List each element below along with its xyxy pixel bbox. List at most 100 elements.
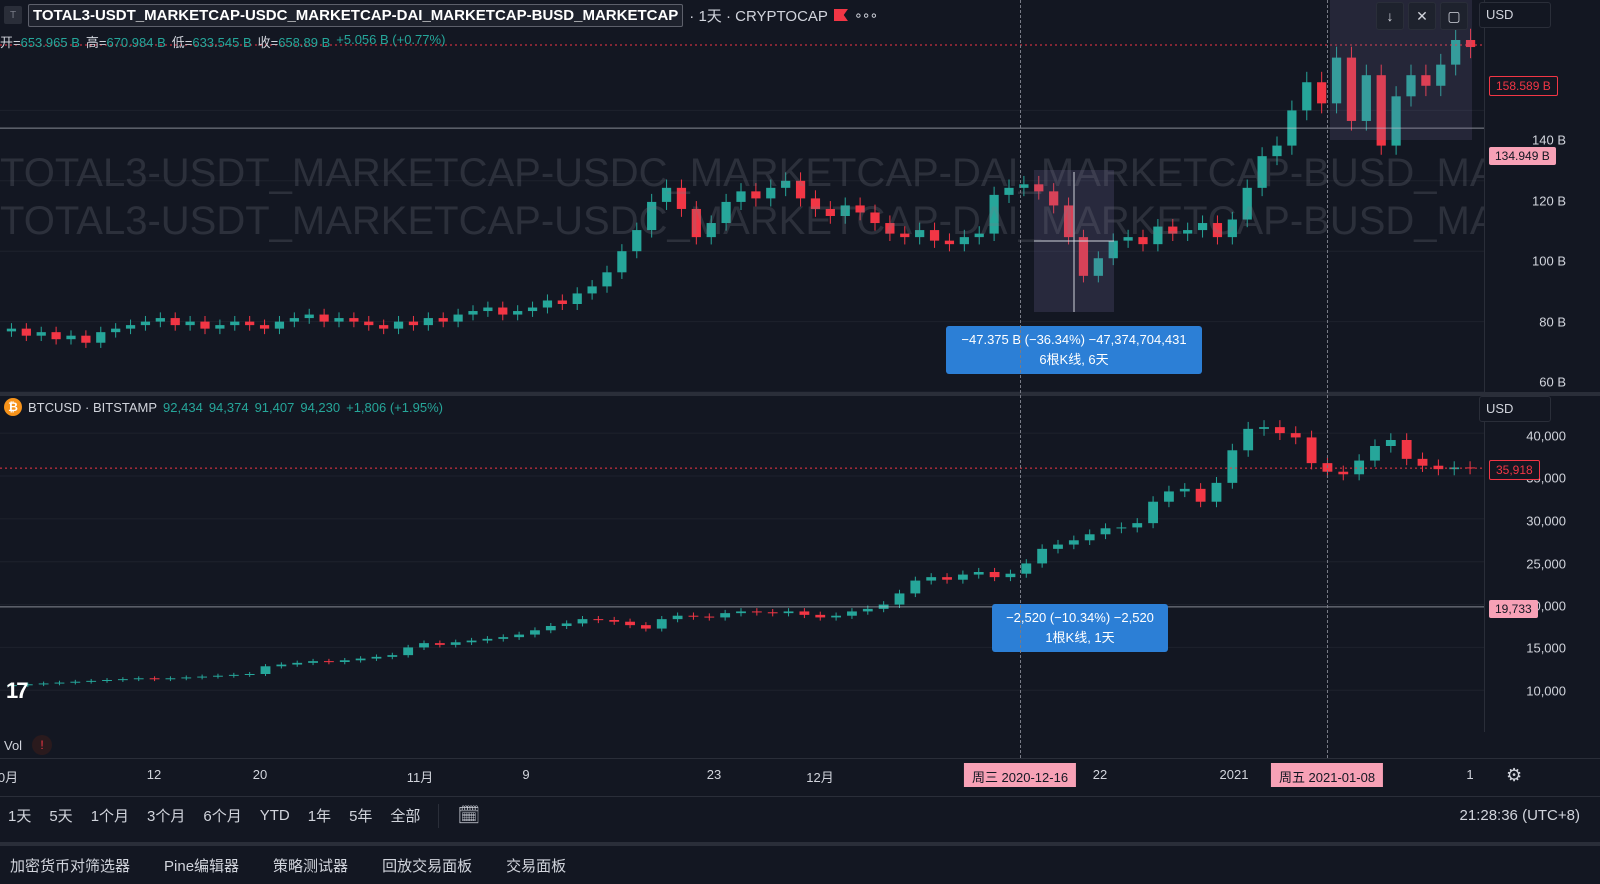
move-down-icon[interactable]: ↓ <box>1376 2 1404 30</box>
candle-body <box>276 664 287 667</box>
total3-price-axis[interactable]: USD 140 B 120 B 100 B 80 B 60 B 158.589 … <box>1479 0 1600 392</box>
tab-pine-editor[interactable]: Pine编辑器 <box>164 857 240 875</box>
candle-body <box>736 611 746 614</box>
time-axis[interactable]: 0月 12 20 11月 9 23 12月 22 2021 1 周三 2020-… <box>0 758 1600 790</box>
candle-body <box>894 593 905 605</box>
candle-body <box>1331 57 1342 104</box>
candle-body <box>6 328 17 332</box>
timeframe-1m[interactable]: 1个月 <box>90 808 130 825</box>
candle-body <box>751 611 762 613</box>
candle-body <box>766 187 776 199</box>
candle-body <box>647 201 657 231</box>
candle-body <box>1338 471 1349 475</box>
low-label: 低= <box>171 35 193 50</box>
volume-label[interactable]: Vol <box>4 737 23 753</box>
measure-line1: −47.375 B (−36.34%) −47,374,704,431 <box>961 332 1187 347</box>
timeframe-5y[interactable]: 5年 <box>349 808 373 825</box>
collapse-icon[interactable]: ✕ <box>1408 2 1436 30</box>
candle-body <box>959 237 969 245</box>
candle-body <box>810 198 821 209</box>
crosshair-date-label-1: 周三 2020-12-16 <box>963 763 1077 787</box>
candle-body <box>577 619 588 624</box>
flag-icon[interactable] <box>833 9 848 21</box>
candle-body <box>632 230 642 252</box>
clock-timezone[interactable]: 21:28:36 (UTC+8) <box>1459 807 1580 824</box>
crosshair-vertical-line-2 <box>1327 0 1328 758</box>
bottom-panel-tabs: 加密货币对筛选器 Pine编辑器 策略测试器 回放交易面板 交易面板 <box>0 842 1600 884</box>
currency-button-top[interactable]: USD <box>1479 2 1551 28</box>
candle-body <box>230 321 240 326</box>
tab-trading-panel[interactable]: 交易面板 <box>506 857 567 875</box>
tradingview-logo[interactable]: 17 <box>6 678 29 703</box>
candle-body <box>1148 501 1158 524</box>
candle-body <box>1370 446 1380 461</box>
candle-body <box>349 318 359 322</box>
candle-body <box>885 223 895 234</box>
candle-body <box>661 187 672 202</box>
candle-body <box>1063 205 1074 238</box>
y-tick: 120 B <box>1532 193 1566 209</box>
tab-strategy-tester[interactable]: 策略测试器 <box>273 857 349 875</box>
candle-body <box>973 572 984 575</box>
candle-body <box>542 300 553 308</box>
btcusd-price-axis[interactable]: USD 40,000 35,000 30,000 25,000 20,000 1… <box>1479 396 1600 732</box>
symbol-badge[interactable]: T <box>4 6 22 24</box>
candle-body <box>1068 540 1079 545</box>
x-tick: 1 <box>1466 767 1474 782</box>
candle-body <box>228 674 239 676</box>
btc-symbol[interactable]: BTCUSD · BITSTAMP <box>28 399 158 415</box>
maximize-icon[interactable]: ▢ <box>1440 2 1468 30</box>
candle-body <box>482 638 493 641</box>
measure-tooltip-top: −47.375 B (−36.34%) −47,374,704,431 6根K线… <box>946 326 1202 374</box>
candle-body <box>1138 237 1148 245</box>
calendar-range-icon[interactable]: 🗓 <box>457 805 481 825</box>
volume-indicator-row: Vol ! <box>0 732 1484 758</box>
symbol-suffix[interactable]: · 1天 · CRYPTOCAP <box>689 7 828 25</box>
btc-close: 94,230 <box>300 399 341 415</box>
candle-body <box>1449 467 1460 470</box>
timeframe-ytd[interactable]: YTD <box>259 807 290 824</box>
timeframe-5d[interactable]: 5天 <box>49 808 73 825</box>
candle-body <box>1034 184 1044 192</box>
x-tick: 12月 <box>806 770 834 785</box>
candle-body <box>165 678 176 680</box>
timeframe-3m[interactable]: 3个月 <box>147 808 186 825</box>
timeframe-1d[interactable]: 1天 <box>8 808 32 825</box>
timeframe-all[interactable]: 全部 <box>390 808 421 825</box>
candle-body <box>1164 491 1174 502</box>
candle-body <box>244 674 255 675</box>
warning-icon[interactable]: ! <box>32 735 53 755</box>
candle-body <box>1451 40 1461 65</box>
candle-body <box>795 180 806 199</box>
candle-body <box>423 318 433 326</box>
x-tick: 9 <box>522 767 530 782</box>
pane-separator[interactable] <box>0 392 1600 396</box>
candle-body <box>926 577 937 581</box>
total3-chart-pane[interactable]: TOTAL3-USDT_MARKETCAP-USDC_MARKETCAP-DAI… <box>0 0 1600 392</box>
candle-body <box>434 643 445 645</box>
tab-replay-trading[interactable]: 回放交易面板 <box>382 857 473 875</box>
candle-body <box>527 307 538 312</box>
candle-body <box>364 321 374 326</box>
candle-body <box>215 325 225 329</box>
candle-body <box>855 205 865 213</box>
more-options-icon[interactable]: ∘∘∘ <box>853 6 878 23</box>
timeframe-1y[interactable]: 1年 <box>307 808 332 825</box>
candle-body <box>676 187 687 209</box>
symbol-title[interactable]: TOTAL3-USDT_MARKETCAP-USDC_MARKETCAP-DAI… <box>28 3 684 27</box>
candle-body <box>957 574 968 580</box>
candle-body <box>915 230 925 238</box>
candle-body <box>7 685 17 687</box>
tab-crypto-screener[interactable]: 加密货币对筛选器 <box>10 857 131 875</box>
btc-crosshair-price-label: 19,733 <box>1489 600 1538 618</box>
settings-gear-icon[interactable]: ⚙ <box>1506 765 1523 785</box>
currency-button-bottom[interactable]: USD <box>1479 396 1551 422</box>
candle-body <box>557 300 567 304</box>
timeframe-6m[interactable]: 6个月 <box>203 808 242 825</box>
candle-body <box>587 286 597 294</box>
candle-body <box>900 233 910 238</box>
btcusd-chart-pane[interactable]: ₿ BTCUSD · BITSTAMP 92,434 94,374 91,407… <box>0 396 1484 732</box>
candle-body <box>1465 40 1476 48</box>
candle-body <box>831 615 842 618</box>
open-value: 653.965 B <box>20 35 80 50</box>
